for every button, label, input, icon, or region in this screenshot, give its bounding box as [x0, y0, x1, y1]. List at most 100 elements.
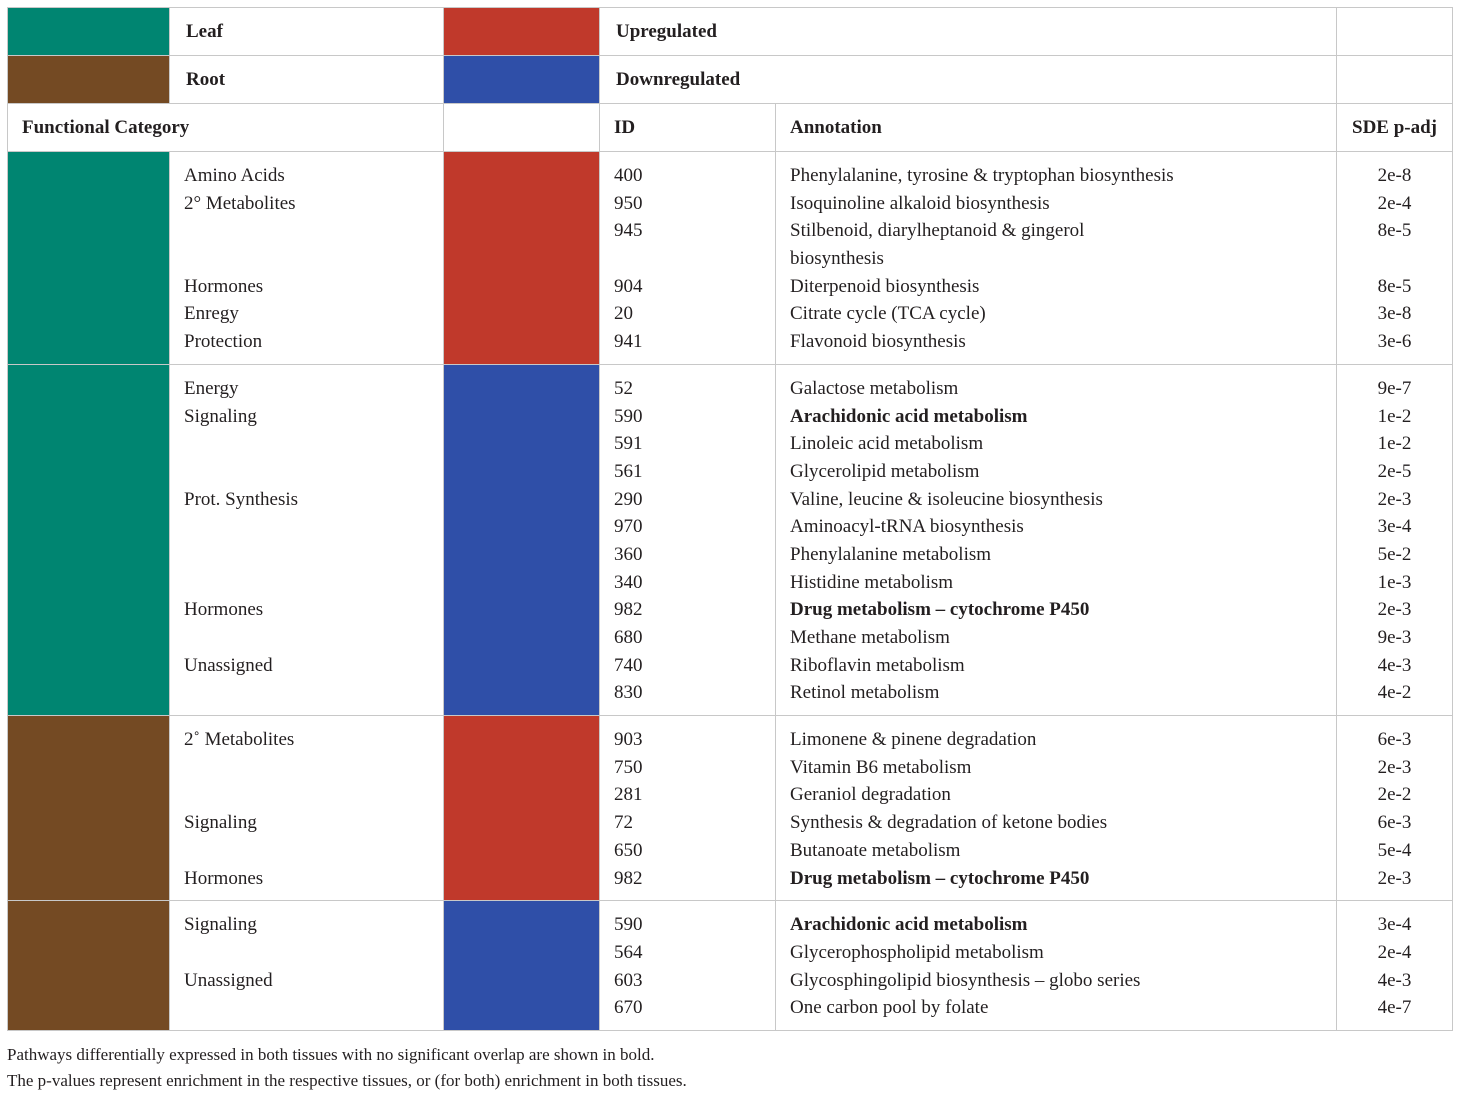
tissue-color-cell: [7, 151, 170, 365]
root-swatch: [7, 55, 170, 104]
header-functional-category: Functional Category: [7, 103, 444, 152]
annotation-column: Arachidonic acid metabolism Glycerophosph…: [775, 900, 1337, 1031]
annotation-column: Phenylalanine, tyrosine & tryptophan bio…: [775, 151, 1337, 365]
category-label: [170, 217, 443, 245]
p-adj-value: 5e-2: [1377, 543, 1412, 565]
header-annotation: Annotation: [775, 103, 1337, 152]
pathway-id: 281: [614, 784, 643, 806]
pathway-id: 830: [614, 682, 643, 704]
category-label: [170, 679, 443, 707]
category-label: [170, 430, 443, 458]
category-label: Protection: [184, 331, 263, 353]
p-adj-value: 3e-4: [1377, 516, 1412, 538]
pathway-id: 590: [614, 914, 643, 936]
pathway-annotation: Arachidonic acid metabolism: [790, 405, 1028, 427]
pathway-id: 941: [614, 331, 643, 353]
pathway-annotation: Isoquinoline alkaloid biosynthesis: [790, 192, 1050, 214]
category-column: 2˚ Metabolites Signaling Hormones: [169, 715, 444, 902]
p-adj-value: 9e-7: [1377, 377, 1412, 399]
p-adj-value: 2e-3: [1377, 599, 1412, 621]
direction-color-cell: [443, 900, 600, 1031]
pathway-id: 982: [614, 867, 643, 889]
pathway-annotation: Histidine metabolism: [790, 571, 954, 593]
category-label: Energy: [184, 377, 239, 399]
legend-empty-cell: [1336, 55, 1453, 104]
direction-color-cell: [443, 715, 600, 902]
legend-row-leaf: Leaf Upregulated: [7, 7, 1453, 56]
pathway-id: 561: [614, 460, 643, 482]
spacer: [1337, 245, 1452, 273]
pathway-id: 290: [614, 488, 643, 510]
pathway-annotation: Drug metabolism – cytochrome P450: [790, 867, 1090, 889]
direction-color-cell: [443, 363, 600, 717]
p-adj-value: 3e-4: [1377, 914, 1412, 936]
pathway-annotation: One carbon pool by folate: [790, 997, 989, 1019]
id-column: 903 750 281 72 650 982: [599, 715, 776, 902]
category-column: Energy Signaling Prot. Synthesis Hormones Un…: [169, 363, 444, 717]
header-p-adj: SDE p-adj: [1336, 103, 1453, 152]
pathway-annotation: Phenylalanine, tyrosine & tryptophan bio…: [790, 165, 1174, 186]
footnote-pvalues: The p-values represent enrichment in the…: [7, 1071, 687, 1090]
pathway-annotation: Linoleic acid metabolism: [790, 433, 984, 455]
category-label: [170, 837, 443, 865]
category-label: Prot. Synthesis: [184, 488, 299, 510]
pathway-annotation: Retinol metabolism: [790, 682, 940, 704]
p-adj-value: 4e-3: [1377, 654, 1412, 676]
pathway-annotation: Glycosphingolipid biosynthesis – globo s…: [790, 969, 1141, 991]
pathway-table: Leaf Upregulated Root Downregulated Func…: [7, 7, 1453, 1031]
category-label: 2° Metabolites: [184, 192, 296, 214]
p-adj-value: 6e-3: [1377, 812, 1412, 834]
category-label: [170, 624, 443, 652]
category-label: 2˚ Metabolites: [184, 729, 295, 751]
root-label: Root: [169, 55, 444, 104]
pathway-annotation: Synthesis & degradation of ketone bodies: [790, 812, 1108, 834]
spacer: [170, 245, 443, 273]
pathway-id: 20: [614, 303, 633, 325]
header-row: Functional Category ID Annotation SDE p-…: [7, 103, 1453, 152]
pathway-id: 52: [614, 377, 633, 399]
id-column: 52 590 591 561 290 970 360 340 982 680 740 830: [599, 363, 776, 717]
pathway-id: 970: [614, 516, 643, 538]
pathway-annotation: Stilbenoid, diarylheptanoid & gingerol: [790, 220, 1085, 242]
category-label: [170, 513, 443, 541]
pathway-id: 680: [614, 627, 643, 648]
pathway-annotation: Valine, leucine & isoleucine biosynthesi…: [790, 488, 1103, 510]
category-column: Signaling Unassigned: [169, 900, 444, 1031]
p-adj-value: 1e-3: [1377, 571, 1412, 593]
category-label: [170, 541, 443, 569]
pathway-id: 564: [614, 941, 643, 963]
pathway-annotation: Riboflavin metabolism: [790, 654, 965, 676]
category-label: Hormones: [184, 275, 264, 297]
id-column: 400 950 945 904 20 941: [599, 151, 776, 365]
p-adj-value: 2e-4: [1377, 941, 1412, 963]
pathway-id: 72: [614, 812, 633, 834]
p-adj-value: 8e-5: [1377, 275, 1412, 297]
p-adj-column: 9e-7 1e-2 1e-2 2e-5 2e-3 3e-4 5e-2 1e-3 2e-3 9e-3…: [1336, 363, 1453, 717]
p-adj-value: 2e-8: [1377, 165, 1412, 186]
upregulated-swatch: [443, 7, 600, 56]
category-label: [170, 569, 443, 597]
pathway-annotation-continued: biosynthesis: [790, 248, 884, 270]
header-id: ID: [599, 103, 776, 152]
category-label: Unassigned: [184, 969, 273, 991]
pathway-id: 591: [614, 433, 643, 455]
pathway-id: 982: [614, 599, 643, 621]
downregulated-swatch: [443, 55, 600, 104]
category-label: Signaling: [184, 914, 257, 936]
data-block: Signaling Unassigned 590 564 603 670 Arachidon…: [7, 900, 1453, 1031]
p-adj-column: 3e-4 2e-4 4e-3 4e-7: [1336, 900, 1453, 1031]
pathway-annotation: Glycerophospholipid metabolism: [790, 941, 1044, 963]
pathway-id: 950: [614, 192, 643, 214]
header-empty-cell: [443, 103, 600, 152]
pathway-annotation: Citrate cycle (TCA cycle): [790, 303, 986, 325]
pathway-id: 904: [614, 275, 643, 297]
pathway-annotation: Limonene & pinene degradation: [790, 729, 1037, 751]
data-block: Amino Acids 2° Metabolites Hormones Enregy P…: [7, 151, 1453, 365]
p-adj-value: 4e-3: [1377, 969, 1412, 991]
p-adj-value: 2e-3: [1377, 756, 1412, 778]
pathway-id: 750: [614, 756, 643, 778]
p-adj-column: 6e-3 2e-3 2e-2 6e-3 5e-4 2e-3: [1336, 715, 1453, 902]
data-block: Energy Signaling Prot. Synthesis Hormones Un…: [7, 363, 1453, 717]
tissue-color-cell: [7, 363, 170, 717]
p-adj-value: 1e-2: [1377, 433, 1412, 455]
